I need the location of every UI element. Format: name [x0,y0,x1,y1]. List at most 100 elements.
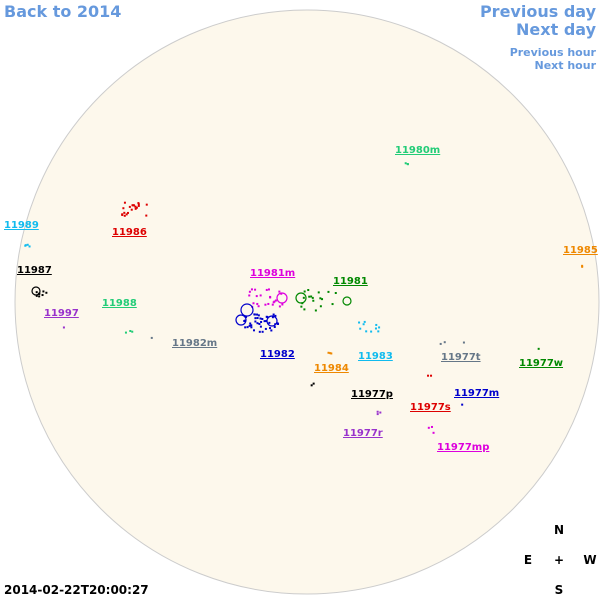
sunspot [365,330,368,333]
sunspot [252,329,255,332]
sunspot [329,352,332,355]
sunspot [272,313,275,316]
sunspot [254,320,257,323]
sunspot [145,214,148,217]
sunspot [259,325,262,328]
region-label[interactable]: 11982m [172,338,217,349]
sunspot [129,329,132,332]
sunspot [137,203,140,206]
sunspot [145,203,148,206]
sunspot [363,320,366,323]
sunspot [376,410,379,413]
sunspot [327,351,330,354]
compass-south: S [555,583,564,597]
sunspot [249,322,252,325]
sunspot [261,330,264,333]
sunspot [256,313,259,316]
sunspot [245,315,248,318]
sunspot [261,318,264,321]
region-label[interactable]: 11981m [250,268,295,279]
sunspot [260,320,263,323]
sunspot [370,330,373,333]
sunspot [253,313,256,316]
previous-hour-link[interactable]: Previous hour [510,46,597,59]
region-label[interactable]: 11977r [343,428,383,439]
sunspot [38,295,41,298]
sunspot-group [295,292,307,304]
sunspot [135,206,138,209]
sunspot [266,316,269,319]
region-label[interactable]: 11986 [112,227,147,238]
sunspot [62,326,65,329]
sunspot [248,290,251,293]
sunspot [121,213,124,216]
sunspot [248,294,251,297]
sunspot [256,302,259,305]
region-label[interactable]: 11981 [333,276,368,287]
sunspot [280,292,283,295]
region-label[interactable]: 11997 [44,308,79,319]
next-hour-link[interactable]: Next hour [535,59,597,72]
next-day-link[interactable]: Next day [516,20,597,39]
sunspot [270,329,273,332]
sunspot [302,296,305,299]
sunspot [273,325,276,328]
region-label[interactable]: 11977mp [437,442,489,453]
sunspot [378,326,381,329]
sunspot [327,290,330,293]
sunspot [126,211,129,214]
region-label[interactable]: 11980m [395,145,440,156]
region-label[interactable]: 11985 [563,245,598,256]
sunspot [321,298,324,301]
sunspot [278,290,281,293]
sunspot [248,324,251,327]
sunspot [258,322,261,325]
region-label[interactable]: 11977m [454,388,499,399]
sunspot [42,290,45,293]
sunspot [331,303,334,306]
sunspot [124,331,127,334]
sunspot [254,288,257,291]
region-label[interactable]: 11988 [102,298,137,309]
region-label[interactable]: 11983 [358,351,393,362]
compass-north: N [554,523,564,537]
sunspot [311,296,314,299]
sunspot [264,327,267,330]
sunspot [122,207,125,210]
sunspot [375,323,378,326]
sunspot [244,326,247,329]
sunspot [263,320,266,323]
back-link[interactable]: Back to 2014 [4,2,121,21]
sunspot [312,299,315,302]
sunspot [259,317,262,320]
sunspot [134,205,137,208]
previous-day-link[interactable]: Previous day [480,2,597,21]
sunspot [377,330,380,333]
sunspot [269,296,272,299]
sunspot [462,341,465,344]
sunspot [310,295,313,298]
sunspot [269,327,272,330]
sunspot-group [240,303,254,317]
region-label[interactable]: 11977t [441,352,481,363]
region-label[interactable]: 11989 [4,220,39,231]
region-label[interactable]: 11977p [351,389,393,400]
region-label[interactable]: 11982 [260,349,295,360]
sunspot-group [276,292,288,304]
region-label[interactable]: 11984 [314,363,349,374]
sunspot [123,201,126,204]
sunspot [134,207,137,210]
sunspot-group [266,315,278,327]
sunspot [432,431,435,434]
region-label[interactable]: 11987 [17,265,52,276]
sunspot [131,330,134,333]
region-label[interactable]: 11977w [519,358,563,369]
sunspot [362,323,365,326]
sunspot [45,291,48,294]
sunspot [35,294,38,297]
region-label[interactable]: 11977s [410,402,451,413]
sunspot [443,341,446,344]
sunspot [334,292,337,295]
sunspot [273,300,276,303]
sunspot [461,403,464,406]
